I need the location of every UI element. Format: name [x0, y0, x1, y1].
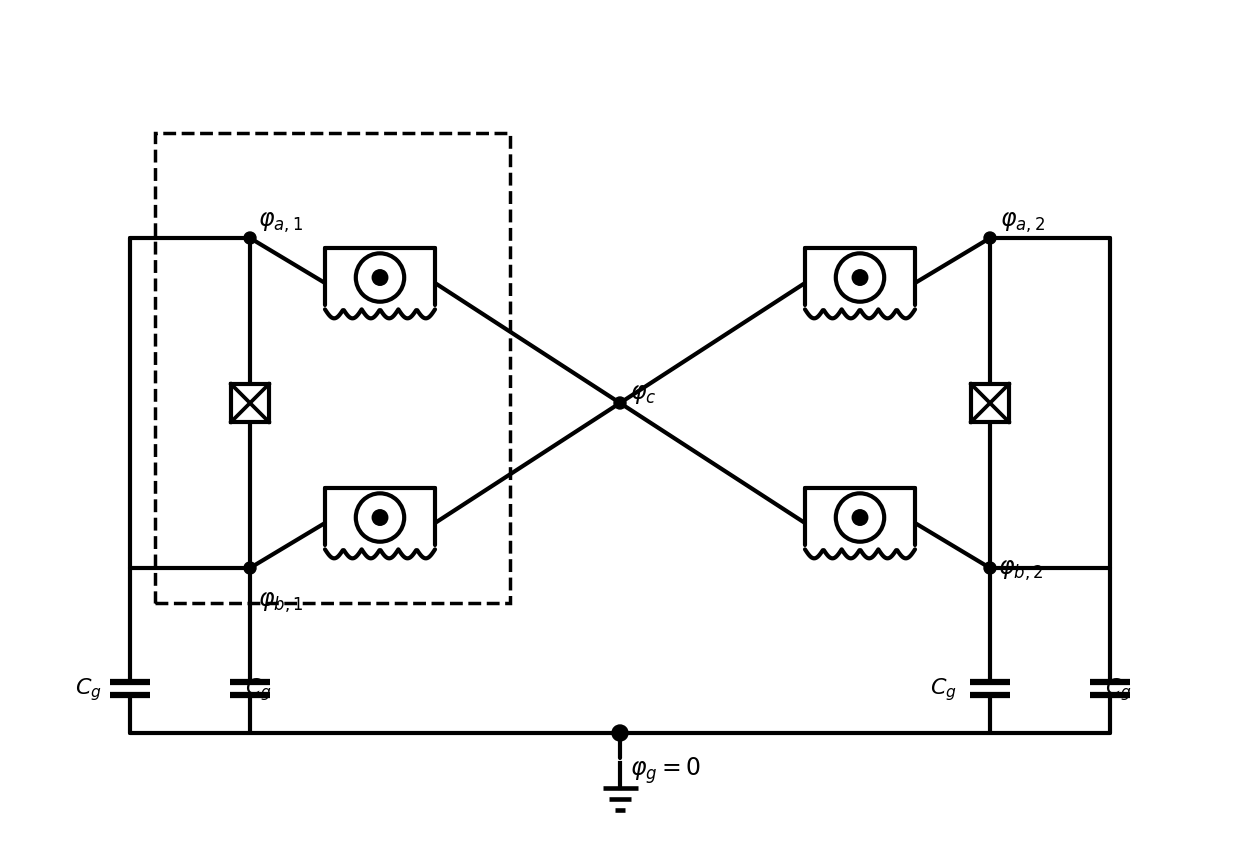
- Bar: [971, 385, 1009, 422]
- Text: $\varphi_{a,2}$: $\varphi_{a,2}$: [999, 211, 1045, 235]
- Text: $C_g$: $C_g$: [246, 675, 272, 702]
- Circle shape: [244, 562, 255, 574]
- Text: $\varphi_{b,1}$: $\varphi_{b,1}$: [258, 590, 304, 614]
- Text: $\varphi_{a,1}$: $\varphi_{a,1}$: [258, 211, 303, 235]
- Text: $C_g$: $C_g$: [74, 675, 102, 702]
- Circle shape: [852, 270, 868, 286]
- Text: $C_g$: $C_g$: [1105, 675, 1132, 702]
- Circle shape: [244, 233, 255, 245]
- Circle shape: [985, 562, 996, 574]
- Text: $\varphi_{b,2}$: $\varphi_{b,2}$: [998, 559, 1043, 583]
- Circle shape: [372, 510, 388, 525]
- Circle shape: [614, 397, 626, 409]
- Circle shape: [613, 725, 627, 741]
- Text: $\varphi_g = 0$: $\varphi_g = 0$: [630, 755, 701, 786]
- Bar: [231, 385, 269, 422]
- Text: $C_g$: $C_g$: [930, 675, 957, 702]
- Text: $\varphi_c$: $\varphi_c$: [630, 382, 656, 405]
- Circle shape: [852, 510, 868, 525]
- Circle shape: [372, 270, 388, 286]
- Circle shape: [985, 233, 996, 245]
